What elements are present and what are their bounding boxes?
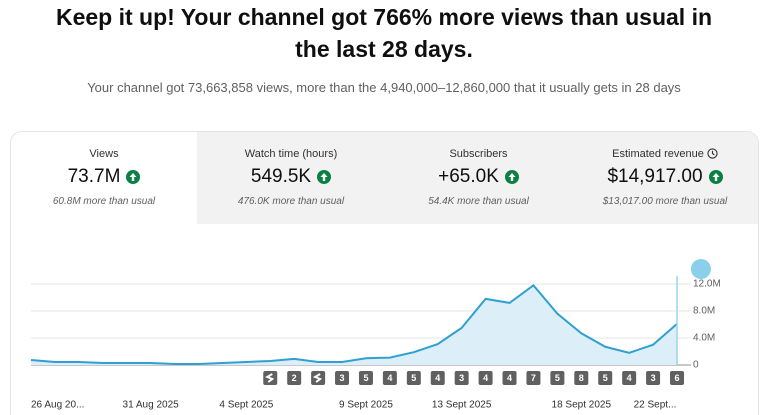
x-tick-label: 4 Sept 2025 [219, 400, 273, 411]
badge-label: 7 [531, 373, 536, 383]
badge-label: 4 [627, 373, 632, 383]
y-tick-label: 4.0M [693, 333, 715, 344]
badge-label: 3 [340, 373, 345, 383]
badge-label: 4 [483, 373, 488, 383]
upload-badge [478, 371, 493, 385]
upload-badge [526, 371, 541, 385]
x-tick-label: 31 Aug 2025 [123, 400, 180, 411]
upload-badge [335, 371, 350, 385]
badge-label: 3 [651, 373, 656, 383]
card: Views 73.7M 60.8M more than usual Watch t… [10, 131, 759, 415]
upload-badge [430, 371, 445, 385]
shorts-icon [312, 373, 323, 383]
y-tick-label: 12.0M [693, 279, 721, 290]
upload-badge [670, 371, 684, 385]
upload-badge [622, 371, 637, 385]
metric-tab[interactable]: Watch time (hours) 549.5K 476.0K more th… [197, 132, 386, 224]
y-tick-label: 0 [693, 360, 699, 371]
cap-icon [671, 264, 683, 273]
y-tick-label: 8.0M [693, 306, 715, 317]
x-tick-label: 26 Aug 20... [31, 400, 84, 411]
badge-label: 5 [411, 373, 416, 383]
metric-tab[interactable]: Views 73.7M 60.8M more than usual [11, 132, 198, 224]
title: the last 28 days. [295, 36, 473, 62]
x-tick-label: 18 Sept 2025 [552, 400, 612, 411]
area [31, 285, 677, 365]
x-tick-label: 9 Sept 2025 [339, 400, 393, 411]
metric-tab[interactable]: Subscribers +65.0K 54.4K more than usual [385, 132, 573, 224]
upload-badge [358, 371, 373, 385]
badge-label: 5 [555, 373, 560, 383]
upload-badge [646, 371, 661, 385]
subtitle: Your channel got 73,663,858 views, more … [87, 80, 681, 95]
metric-label: Watch time (hours) [244, 148, 338, 160]
upload-badge [287, 371, 302, 385]
metric-note: 60.8M more than usual [52, 196, 156, 207]
badge-label: 5 [603, 373, 608, 383]
metric-note: 476.0K more than usual [237, 196, 345, 207]
metric-note: $13,017.00 more than usual [602, 196, 728, 207]
badge-label: 4 [435, 373, 440, 383]
x-tick-label: 22 Sept... [634, 400, 677, 411]
shorts-icon [265, 373, 275, 383]
upload-badge [382, 371, 397, 385]
badge-label: 4 [507, 373, 512, 383]
title: Keep it up! Your channel got 766% more v… [55, 4, 713, 30]
badge-label: 4 [387, 373, 392, 383]
up-icon [504, 170, 519, 184]
badge-label: 2 [292, 373, 297, 383]
badge-label: 6 [674, 373, 679, 383]
badge-label: 8 [579, 373, 584, 383]
metric-label: Views [89, 148, 119, 160]
up-icon [708, 170, 723, 184]
badge-label: 5 [363, 373, 368, 383]
metric-value: 549.5K [250, 166, 312, 187]
metric-value: 73.7M [67, 166, 121, 187]
x-tick-label: 13 Sept 2025 [432, 400, 492, 411]
metric-label: Subscribers [449, 148, 508, 160]
metric-value: $14,917.00 [607, 166, 703, 187]
upload-badge [502, 371, 517, 385]
chart: 0 4.0M 8.0M 12.0M 2 3 5 4 5 4 3 4 4 7 5 8 5 4 3 6 26 Aug 20.… [30, 259, 721, 411]
upload-badge [550, 371, 565, 385]
line [30, 283, 678, 365]
clock-icon [707, 148, 718, 159]
upload-badge [598, 371, 613, 385]
metric-note: 54.4K more than usual [428, 196, 529, 207]
metric-value: +65.0K [438, 166, 499, 187]
up-icon [317, 170, 332, 184]
metric-tab[interactable]: Estimated revenue $14,917.00 $13,017.00 … [572, 132, 758, 224]
badge-label: 3 [459, 373, 464, 383]
upload-badge [406, 371, 421, 385]
upload-badge [574, 371, 589, 385]
upload-badge [454, 371, 469, 385]
up-icon [126, 170, 141, 184]
metric-label: Estimated revenue [612, 148, 704, 160]
marker-icon [690, 259, 711, 279]
